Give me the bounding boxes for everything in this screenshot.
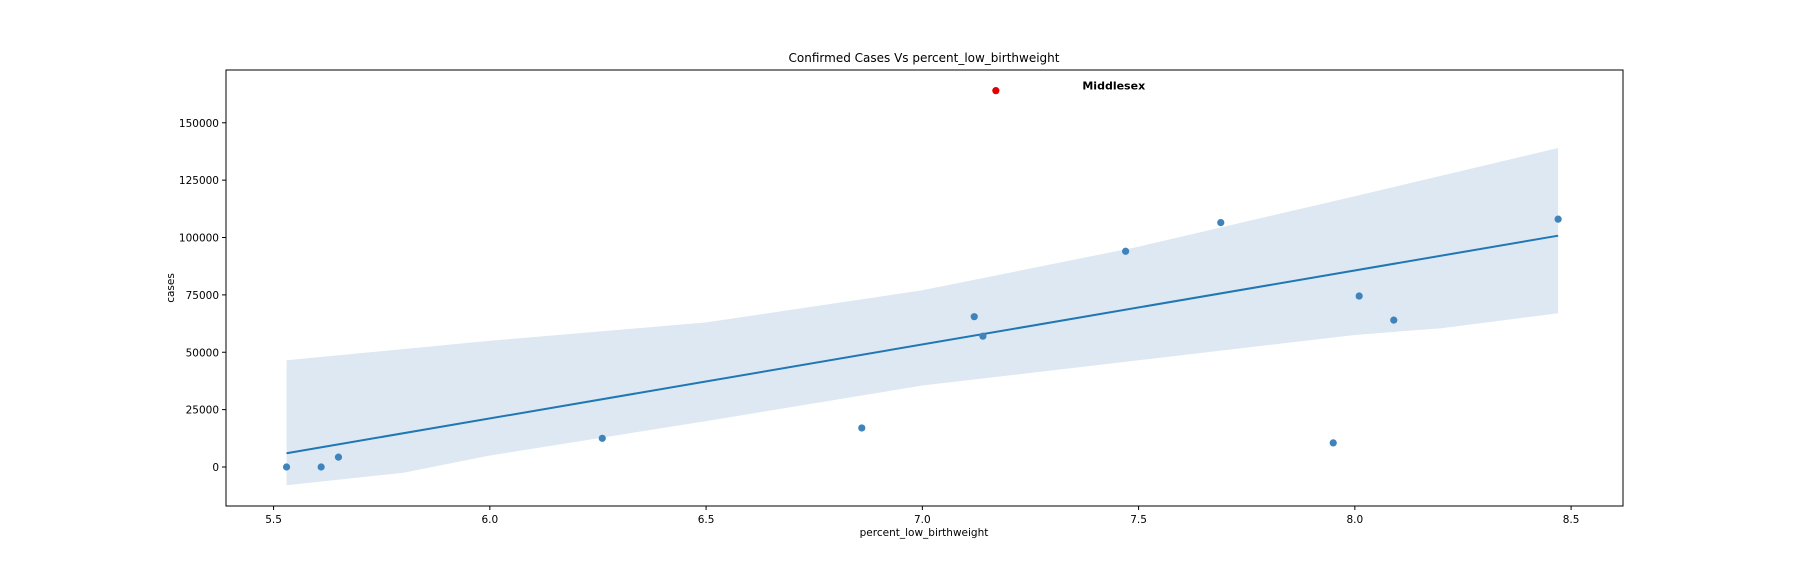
highlight-point (992, 87, 1000, 95)
data-point (1122, 247, 1130, 255)
regression-line (286, 234, 1559, 455)
x-tick-label: 8.0 (1346, 514, 1363, 526)
data-point (317, 463, 325, 471)
regression-line-layer (286, 234, 1559, 455)
data-point (970, 313, 978, 321)
data-point (334, 453, 343, 461)
x-tick-label: 5.5 (265, 514, 282, 526)
x-tick-label: 6.0 (481, 514, 498, 526)
y-tick-label: 150000 (179, 118, 219, 130)
data-point (1554, 215, 1562, 223)
data-point (1217, 219, 1225, 227)
y-tick-label: 0 (212, 462, 219, 474)
y-tick-label: 25000 (186, 405, 219, 417)
highlight-label: Middlesex (1082, 80, 1145, 93)
data-point (1390, 316, 1398, 324)
y-tick-label: 100000 (179, 233, 219, 245)
confidence-band (286, 148, 1559, 486)
x-axis-ticks: 5.5 6.0 6.5 7.0 7.5 8.0 8.5 (265, 506, 1579, 526)
plot-area-frame (225, 69, 1624, 507)
data-point (1329, 439, 1337, 447)
y-tick-label: 50000 (186, 347, 219, 359)
confidence-band-layer (286, 148, 1559, 486)
x-tick-label: 8.5 (1563, 514, 1580, 526)
data-point (598, 434, 606, 442)
x-tick-label: 7.5 (1130, 514, 1147, 526)
data-point (979, 332, 987, 340)
chart-title: Confirmed Cases Vs percent_low_birthweig… (789, 51, 1060, 65)
y-axis-ticks: 0 25000 50000 75000 100000 125000 150000 (179, 118, 226, 474)
y-axis-label: cases (165, 273, 177, 303)
points-layer: Middlesex (282, 80, 1562, 471)
x-tick-label: 7.0 (914, 514, 931, 526)
y-tick-label: 125000 (179, 175, 219, 187)
x-tick-label: 6.5 (698, 514, 715, 526)
x-axis-label: percent_low_birthweight (860, 527, 989, 539)
y-tick-label: 75000 (186, 290, 219, 302)
data-point (282, 463, 291, 471)
data-point (858, 424, 866, 432)
data-point (1355, 292, 1363, 300)
